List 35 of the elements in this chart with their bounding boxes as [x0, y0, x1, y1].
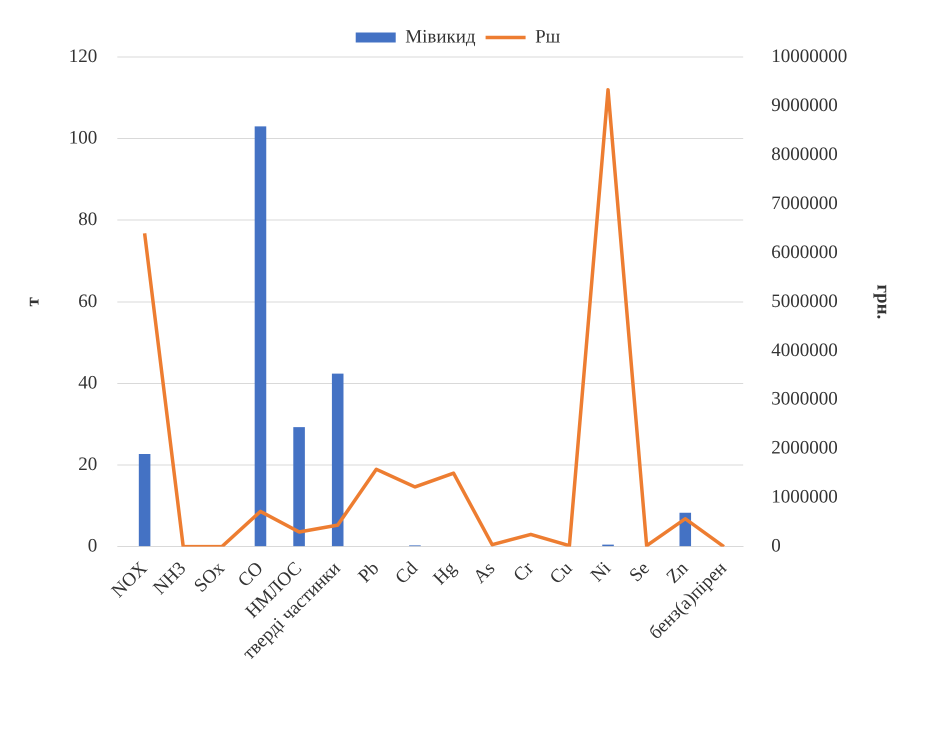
bar [254, 126, 266, 546]
x-tick-label: Ni [586, 558, 616, 586]
y-tick-label: 0 [88, 536, 98, 557]
y2-tick-label: 2000000 [771, 438, 838, 459]
x-tick-label: Cd [391, 558, 422, 588]
y-tick-label: 40 [78, 372, 98, 394]
x-tick-label: SOx [190, 558, 230, 597]
y2-axis-title: грн. [872, 284, 894, 320]
x-tick-label: Hg [429, 558, 461, 590]
y-axis-title: т [22, 296, 44, 306]
legend-label: Рш [535, 26, 561, 48]
y2-tick-label: 6000000 [771, 242, 838, 263]
x-tick-label: Cr [510, 557, 538, 586]
x-tick-label: Se [625, 558, 654, 586]
y2-tick-label: 4000000 [771, 340, 838, 361]
bar [293, 427, 305, 546]
y2-tick-label: 9000000 [771, 94, 838, 116]
y2-tick-label: 3000000 [771, 388, 838, 410]
bar [332, 374, 344, 546]
y-tick-label: 80 [78, 209, 98, 230]
y2-tick-label: 0 [771, 536, 781, 557]
y-tick-label: 20 [78, 454, 98, 476]
y-tick-label: 60 [78, 290, 98, 312]
x-tick-label: As [469, 558, 500, 588]
legend-label: Мівикид [405, 26, 476, 48]
bar [138, 454, 150, 546]
y2-tick-label: 10000000 [771, 46, 848, 67]
y-tick-label: 120 [68, 46, 98, 67]
y2-tick-label: 1000000 [771, 486, 838, 508]
y-tick-label: 100 [68, 128, 98, 149]
x-tick-label: Cu [546, 558, 577, 588]
y2-tick-label: 5000000 [771, 290, 838, 312]
y2-tick-label: 7000000 [771, 192, 838, 214]
y2-tick-label: 8000000 [771, 144, 838, 165]
x-tick-label: Pb [354, 558, 384, 587]
